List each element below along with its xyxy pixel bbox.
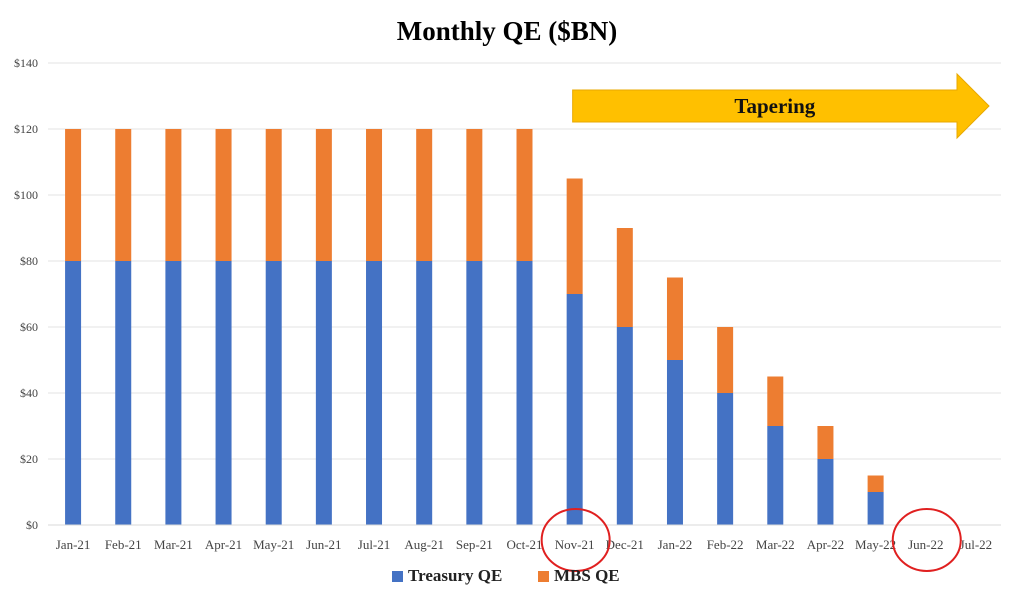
bar-treasury-qe-may-21 bbox=[265, 261, 282, 525]
legend-swatch-treasury bbox=[392, 571, 403, 582]
bar-mbs-qe-oct-21 bbox=[516, 129, 533, 261]
bar-treasury-qe-oct-21 bbox=[516, 261, 533, 525]
x-tick-label: Jan-22 bbox=[658, 537, 693, 552]
bar-mbs-qe-jan-22 bbox=[666, 277, 683, 360]
x-tick-label: Jul-21 bbox=[358, 537, 391, 552]
bar-mbs-qe-nov-21 bbox=[566, 178, 583, 294]
y-tick-label: $60 bbox=[20, 320, 38, 334]
bar-mbs-qe-mar-21 bbox=[165, 129, 182, 261]
x-tick-label: Apr-22 bbox=[807, 537, 844, 552]
x-axis: Jan-21 Feb-21 Mar-21 Apr-21 May-21 Jun-21 Jul-… bbox=[56, 537, 992, 552]
bar-treasury-qe-jan-22 bbox=[666, 360, 683, 525]
bar-treasury-qe-dec-21 bbox=[616, 327, 633, 525]
y-tick-label: $20 bbox=[20, 452, 38, 466]
bar-mbs-qe-jul-21 bbox=[366, 129, 383, 261]
bar-mbs-qe-may-21 bbox=[265, 129, 282, 261]
tapering-arrow bbox=[572, 72, 990, 140]
y-tick-label: $120 bbox=[14, 122, 38, 136]
x-tick-label: Jun-22 bbox=[908, 537, 943, 552]
bar-treasury-qe-jan-21 bbox=[65, 261, 82, 525]
y-tick-label: $140 bbox=[14, 56, 38, 70]
x-tick-label: Dec-21 bbox=[606, 537, 644, 552]
x-tick-label: Mar-22 bbox=[756, 537, 795, 552]
bar-mbs-qe-feb-21 bbox=[115, 129, 132, 261]
x-tick-label: May-22 bbox=[855, 537, 896, 552]
bar-treasury-qe-aug-21 bbox=[416, 261, 433, 525]
bar-mbs-qe-jan-21 bbox=[65, 129, 82, 261]
x-tick-label: Aug-21 bbox=[404, 537, 444, 552]
bar-treasury-qe-jul-21 bbox=[366, 261, 383, 525]
x-tick-label: Nov-21 bbox=[555, 537, 595, 552]
bar-mbs-qe-apr-21 bbox=[215, 129, 232, 261]
x-tick-label: May-21 bbox=[253, 537, 294, 552]
y-tick-label: $80 bbox=[20, 254, 38, 268]
x-tick-label: Feb-21 bbox=[105, 537, 142, 552]
bar-treasury-qe-may-22 bbox=[867, 492, 884, 525]
bar-mbs-qe-may-22 bbox=[867, 475, 884, 492]
bar-treasury-qe-feb-21 bbox=[115, 261, 132, 525]
x-tick-label: Jun-21 bbox=[306, 537, 341, 552]
legend-label-treasury: Treasury QE bbox=[408, 566, 502, 585]
bar-mbs-qe-sep-21 bbox=[466, 129, 483, 261]
y-tick-label: $40 bbox=[20, 386, 38, 400]
legend: Treasury QE MBS QE bbox=[392, 566, 620, 585]
bar-treasury-qe-nov-21 bbox=[566, 294, 583, 525]
bar-treasury-qe-sep-21 bbox=[466, 261, 483, 525]
bar-treasury-qe-apr-21 bbox=[215, 261, 232, 525]
x-tick-label: Mar-21 bbox=[154, 537, 193, 552]
x-tick-label: Sep-21 bbox=[456, 537, 493, 552]
bar-treasury-qe-mar-22 bbox=[767, 426, 784, 525]
y-tick-label: $100 bbox=[14, 188, 38, 202]
bar-treasury-qe-feb-22 bbox=[717, 393, 734, 525]
y-tick-label: $0 bbox=[26, 518, 38, 532]
bar-mbs-qe-jun-21 bbox=[315, 129, 332, 261]
chart-title: Monthly QE ($BN) bbox=[397, 16, 618, 46]
legend-label-mbs: MBS QE bbox=[554, 566, 620, 585]
bar-mbs-qe-feb-22 bbox=[717, 327, 734, 393]
tapering-label: Tapering bbox=[734, 94, 815, 118]
x-tick-label: Jul-22 bbox=[960, 537, 993, 552]
bar-treasury-qe-mar-21 bbox=[165, 261, 182, 525]
x-tick-label: Oct-21 bbox=[506, 537, 542, 552]
bar-mbs-qe-dec-21 bbox=[616, 228, 633, 327]
highlight-circle-nov-21 bbox=[540, 508, 611, 572]
bar-mbs-qe-mar-22 bbox=[767, 376, 784, 426]
bar-series bbox=[65, 129, 884, 525]
bar-mbs-qe-apr-22 bbox=[817, 426, 834, 459]
annotations: Tapering bbox=[540, 72, 990, 572]
bar-mbs-qe-aug-21 bbox=[416, 129, 433, 261]
x-tick-label: Apr-21 bbox=[205, 537, 242, 552]
legend-swatch-mbs bbox=[538, 571, 549, 582]
x-tick-label: Feb-22 bbox=[707, 537, 744, 552]
x-tick-label: Jan-21 bbox=[56, 537, 91, 552]
bar-treasury-qe-apr-22 bbox=[817, 459, 834, 525]
highlight-circle-jun-22 bbox=[891, 508, 962, 572]
y-axis: $0 $20 $40 $60 $80 $100 $120 $140 bbox=[14, 56, 38, 532]
bar-treasury-qe-jun-21 bbox=[315, 261, 332, 525]
